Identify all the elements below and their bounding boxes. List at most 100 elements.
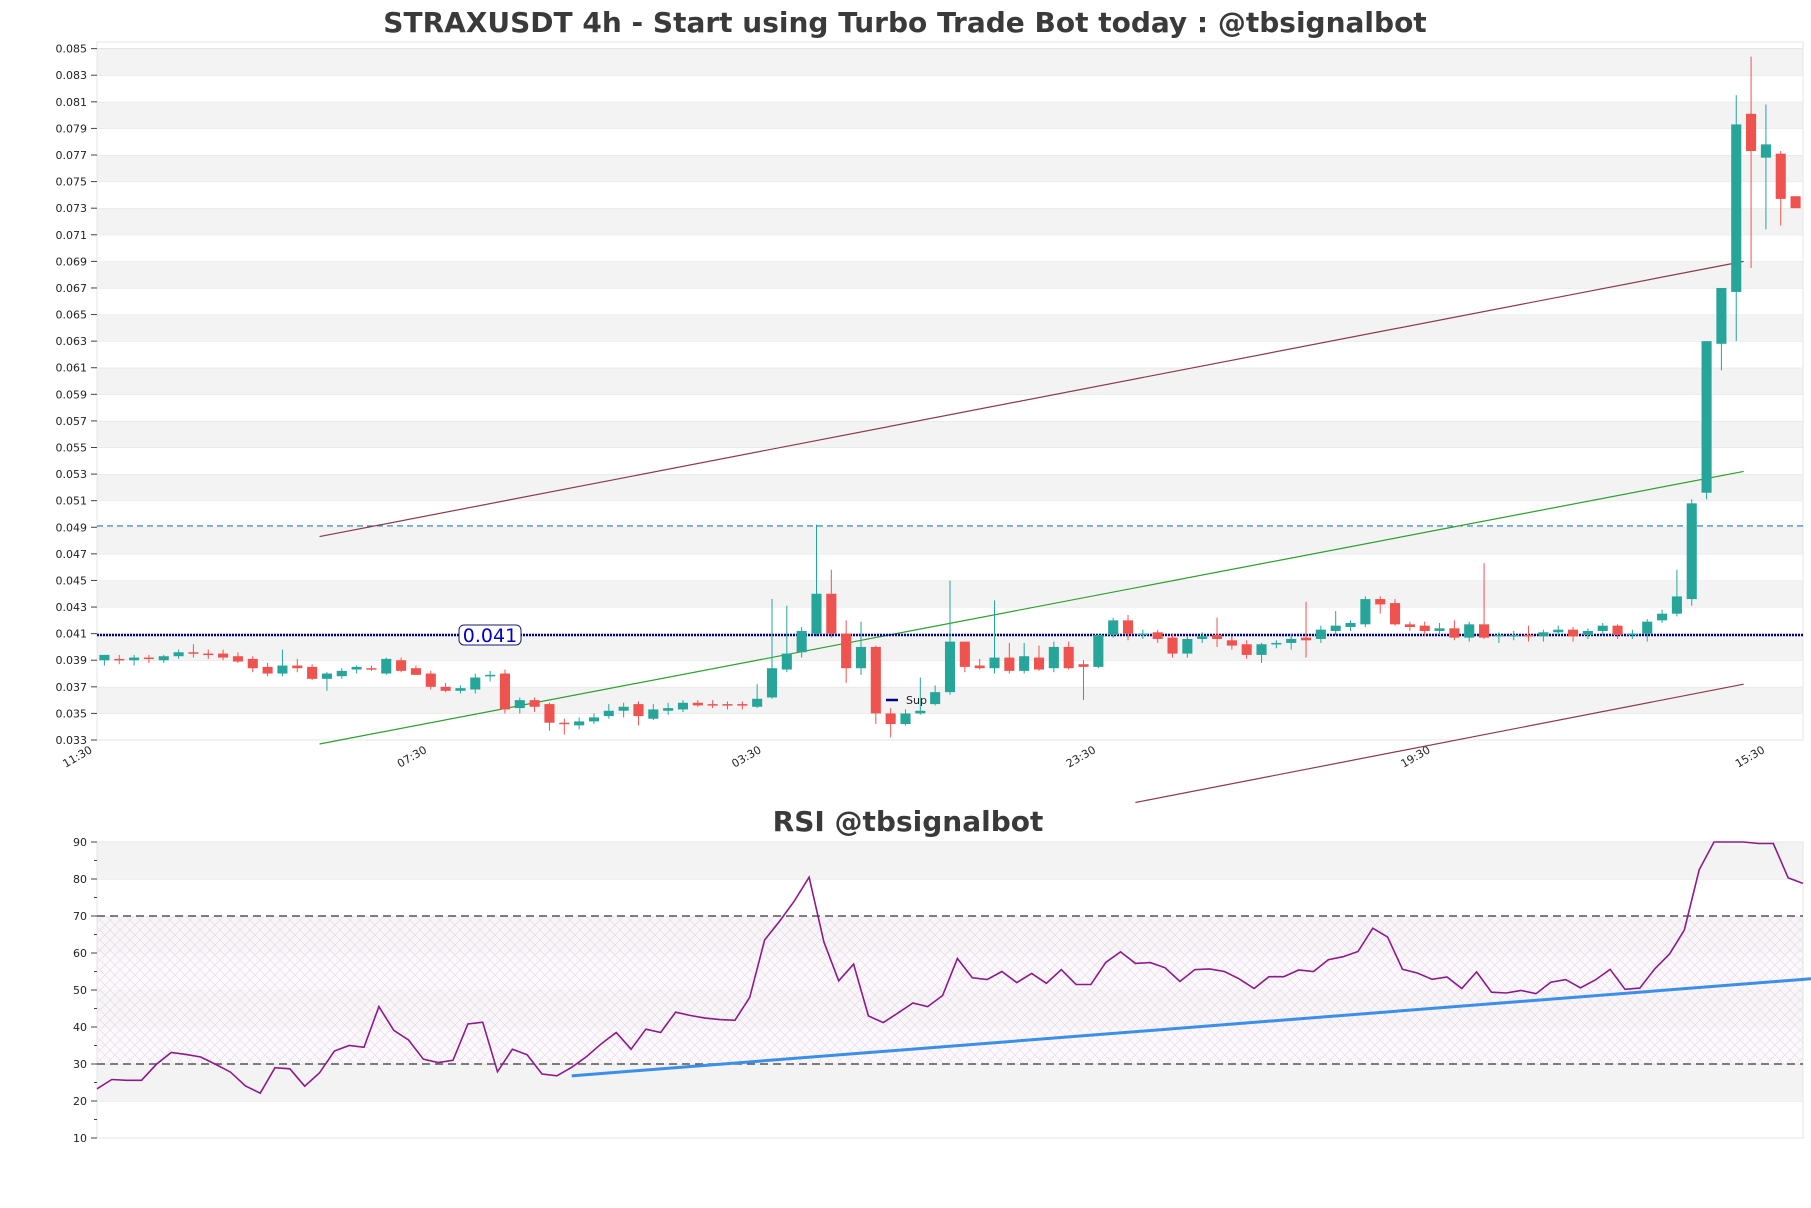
- candle-body: [1790, 196, 1801, 209]
- candle-body: [1093, 634, 1104, 667]
- candle-body: [425, 673, 436, 687]
- candle-body: [99, 654, 110, 661]
- candle-body: [1523, 634, 1534, 637]
- candle-body: [1508, 634, 1519, 637]
- candle-body: [351, 666, 362, 670]
- candle-body: [1553, 629, 1564, 633]
- x-tick-label: 03:30: [730, 743, 764, 770]
- candle-body: [1671, 596, 1682, 614]
- candle-body: [1063, 646, 1074, 669]
- candle-body: [1004, 657, 1015, 671]
- candle-body: [618, 706, 629, 711]
- candle-body: [114, 658, 125, 661]
- candle-body: [870, 646, 881, 714]
- candle-body: [974, 665, 985, 669]
- price-band: [97, 553, 1803, 581]
- candle-body: [336, 670, 347, 677]
- candle-body: [677, 702, 689, 710]
- price-band: [97, 713, 1803, 740]
- candle-body: [440, 686, 451, 691]
- candle-body: [1211, 634, 1223, 639]
- y-tick-label: 0.063: [56, 335, 88, 348]
- y-tick-label: 0.037: [56, 681, 88, 694]
- candle-body: [1701, 341, 1712, 493]
- rsi-neutral-zone: [97, 916, 1803, 1064]
- candles: [99, 56, 1801, 738]
- candle-body: [1612, 625, 1623, 635]
- price-band: [97, 155, 1803, 182]
- candle-body: [203, 653, 214, 656]
- price-band: [97, 234, 1803, 262]
- y-tick-label: 0.047: [56, 548, 88, 561]
- rsi-band: [97, 1101, 1803, 1138]
- candle-body: [307, 666, 318, 679]
- legend-label-sup: Sup: [906, 694, 927, 707]
- channel-upper-line: [319, 260, 1744, 538]
- x-tick-label: 11:30: [61, 743, 95, 770]
- candle-body: [826, 593, 837, 634]
- candle-body: [1360, 599, 1371, 625]
- rsi-y-axis: 90 80 70 60 50 40 30 20 10: [73, 836, 97, 1145]
- rsi-y-tick-label: 50: [73, 984, 87, 997]
- candle-body: [366, 668, 377, 670]
- y-tick-label: 0.035: [56, 707, 88, 720]
- y-tick-label: 0.079: [56, 122, 88, 135]
- candle-body: [603, 710, 614, 717]
- candle-body: [574, 721, 585, 726]
- y-tick-label: 0.049: [56, 521, 88, 534]
- candle-body: [1137, 633, 1148, 636]
- candle-body: [1271, 642, 1282, 645]
- candle-body: [1731, 124, 1742, 292]
- candle-body: [1493, 634, 1504, 637]
- y-tick-label: 0.059: [56, 388, 88, 401]
- rsi-y-tick-label: 20: [73, 1095, 87, 1108]
- y-tick-label: 0.057: [56, 415, 88, 428]
- candle-body: [885, 713, 896, 725]
- candle-body: [707, 704, 718, 706]
- y-tick-label: 0.067: [56, 282, 88, 295]
- candle-body: [692, 702, 703, 706]
- price-band: [97, 48, 1803, 76]
- rsi-band: [97, 842, 1803, 879]
- candle-body: [1241, 644, 1252, 655]
- candle-body: [262, 666, 273, 674]
- y-tick-label: 0.069: [56, 255, 88, 268]
- price-band: [97, 181, 1803, 209]
- rsi-y-tick-label: 90: [73, 836, 87, 849]
- candle-body: [959, 641, 970, 667]
- rsi-line: [96, 841, 1804, 1095]
- y-tick-label: 0.071: [56, 229, 88, 242]
- candle-body: [781, 653, 792, 670]
- candle-body: [1167, 637, 1178, 654]
- y-tick-label: 0.051: [56, 495, 88, 508]
- price-band: [97, 128, 1803, 156]
- y-tick-label: 0.053: [56, 468, 88, 481]
- y-tick-label: 0.055: [56, 442, 88, 455]
- candle-body: [1315, 629, 1326, 639]
- price-band: [97, 500, 1803, 528]
- y-tick-label: 0.045: [56, 574, 88, 587]
- candle-body: [900, 713, 911, 725]
- price-band: [97, 208, 1803, 235]
- candle-body: [173, 652, 184, 657]
- candle-body: [648, 709, 659, 719]
- main-y-axis: 0.085 0.083 0.081 0.079 0.077 0.075 0.073 0.071…: [56, 43, 97, 747]
- channel-lower-line: [1135, 683, 1744, 804]
- candle-body: [1019, 656, 1030, 671]
- candle-body: [381, 658, 392, 674]
- candle-body: [1746, 113, 1757, 152]
- rsi-chart-title: RSI @tbsignalbot: [773, 805, 1044, 838]
- price-band: [97, 314, 1803, 342]
- y-tick-label: 0.083: [56, 69, 88, 82]
- candle-body: [529, 700, 540, 707]
- candle-body: [1330, 625, 1341, 631]
- chart-legend: Sup: [886, 694, 927, 707]
- candle-body: [1449, 628, 1460, 638]
- candle-body: [455, 688, 466, 691]
- y-tick-label: 0.081: [56, 96, 88, 109]
- price-band: [97, 527, 1803, 554]
- candle-body: [1300, 637, 1312, 641]
- candle-body: [470, 677, 481, 690]
- candle-body: [232, 656, 243, 662]
- candle-body: [1078, 664, 1089, 667]
